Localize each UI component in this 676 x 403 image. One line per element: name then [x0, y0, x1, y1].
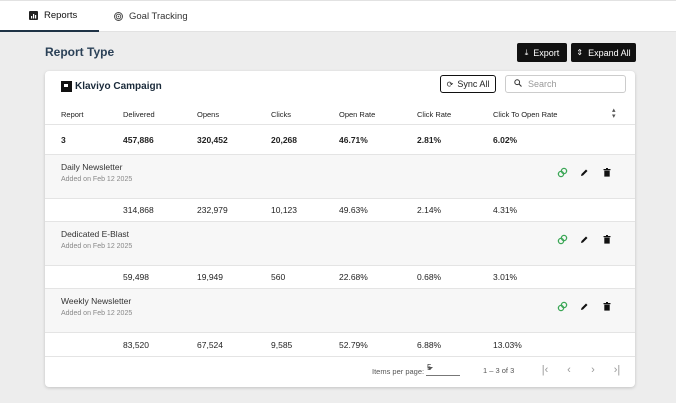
- tab-bar: Reports Goal Tracking: [0, 0, 676, 32]
- tab-reports[interactable]: Reports: [0, 1, 99, 32]
- report-card: Klaviyo Campaign ⟳ Sync All Report Deliv…: [45, 71, 635, 387]
- campaign-opens: 19,949: [197, 272, 223, 282]
- target-icon: [114, 12, 123, 21]
- campaign-delivered: 83,520: [123, 339, 149, 350]
- col-header-clicks: Clicks: [271, 110, 291, 119]
- totals-row: 3 457,886 320,452 20,268 46.71% 2.81% 6.…: [45, 125, 635, 155]
- items-per-page-select[interactable]: 5: [426, 362, 460, 376]
- tab-goal-tracking[interactable]: Goal Tracking: [114, 1, 210, 32]
- total-open-rate: 46.71%: [339, 134, 368, 145]
- tab-goal-tracking-label: Goal Tracking: [129, 11, 188, 22]
- page-range: 1 – 3 of 3: [483, 366, 515, 375]
- campaign-open-rate: 49.63%: [339, 205, 368, 215]
- delete-icon[interactable]: [601, 300, 613, 312]
- total-opens: 320,452: [197, 134, 228, 145]
- campaign-stats-row: 83,520 67,524 9,585 52.79% 6.88% 13.03%: [45, 333, 635, 357]
- edit-icon[interactable]: [578, 166, 590, 178]
- delete-icon[interactable]: [601, 233, 613, 245]
- total-report-count: 3: [61, 134, 66, 145]
- card-title: Klaviyo Campaign: [61, 81, 162, 92]
- campaign-stats-row: 314,868 232,979 10,123 49.63% 2.14% 4.31…: [45, 199, 635, 222]
- last-page-icon[interactable]: ›|: [613, 364, 621, 376]
- campaign-name: Weekly Newsletter: [61, 296, 132, 306]
- export-label: Export: [533, 47, 560, 58]
- goal-link-icon[interactable]: [556, 166, 568, 178]
- campaign-added-date: Added on Feb 12 2025: [61, 310, 133, 317]
- next-page-icon[interactable]: ›: [591, 364, 595, 376]
- campaign-click-rate: 0.68%: [417, 272, 442, 282]
- campaign-clicks: 9,585: [271, 339, 293, 350]
- campaign-opens: 232,979: [197, 205, 228, 215]
- campaign-name: Dedicated E-Blast: [61, 229, 130, 239]
- expand-all-button[interactable]: ⇕ Expand All: [571, 43, 636, 62]
- col-header-open-rate: Open Rate: [339, 110, 376, 119]
- edit-icon[interactable]: [578, 233, 590, 245]
- search-box: [505, 75, 626, 93]
- sort-icon[interactable]: ▴ ▾: [612, 107, 616, 120]
- search-icon: [514, 79, 522, 89]
- klaviyo-logo-icon: [61, 81, 72, 92]
- expand-all-label: Expand All: [588, 47, 631, 58]
- search-input[interactable]: [528, 79, 618, 89]
- goal-link-icon[interactable]: [556, 233, 568, 245]
- campaign-added-date: Added on Feb 12 2025: [61, 176, 133, 183]
- expand-icon: ⇕: [576, 48, 584, 57]
- goal-link-icon[interactable]: [556, 300, 568, 312]
- campaign-delivered: 314,868: [123, 205, 154, 215]
- chevron-down-icon: [427, 367, 433, 370]
- card-title-text: Klaviyo Campaign: [75, 81, 162, 92]
- campaign-click-to-open-rate: 3.01%: [493, 272, 518, 282]
- campaign-stats-row: 59,498 19,949 560 22.68% 0.68% 3.01%: [45, 266, 635, 289]
- campaign-click-rate: 6.88%: [417, 339, 442, 350]
- campaign-click-to-open-rate: 13.03%: [493, 339, 522, 350]
- col-header-click-rate: Click Rate: [417, 110, 452, 119]
- sync-all-button[interactable]: ⟳ Sync All: [440, 75, 496, 93]
- total-clicks: 20,268: [271, 134, 297, 145]
- campaign-row: Weekly Newsletter Added on Feb 12 2025: [45, 289, 635, 333]
- col-header-report: Report: [61, 110, 84, 119]
- tab-reports-label: Reports: [44, 10, 78, 21]
- download-icon: ⤓: [524, 47, 529, 57]
- col-header-opens: Opens: [197, 110, 220, 119]
- page-title: Report Type: [45, 45, 115, 59]
- export-button[interactable]: ⤓ Export: [517, 43, 567, 62]
- total-delivered: 457,886: [123, 134, 154, 145]
- edit-icon[interactable]: [578, 300, 590, 312]
- campaign-added-date: Added on Feb 12 2025: [61, 243, 133, 250]
- sync-all-label: Sync All: [457, 79, 490, 89]
- items-per-page-label: Items per page:: [372, 367, 425, 376]
- campaign-click-to-open-rate: 4.31%: [493, 205, 518, 215]
- campaign-name: Daily Newsletter: [61, 162, 123, 172]
- campaign-open-rate: 22.68%: [339, 272, 368, 282]
- sync-icon: ⟳: [446, 79, 454, 89]
- first-page-icon[interactable]: |‹: [541, 364, 549, 376]
- pagination-bar: Items per page: 5 1 – 3 of 3 |‹ ‹ › ›|: [45, 357, 635, 387]
- col-header-delivered: Delivered: [123, 110, 155, 119]
- campaign-row: Daily Newsletter Added on Feb 12 2025: [45, 155, 635, 199]
- campaign-opens: 67,524: [197, 339, 223, 350]
- delete-icon[interactable]: [601, 166, 613, 178]
- previous-page-icon[interactable]: ‹: [567, 364, 571, 376]
- campaign-clicks: 10,123: [271, 205, 297, 215]
- campaign-row: Dedicated E-Blast Added on Feb 12 2025: [45, 222, 635, 266]
- campaign-delivered: 59,498: [123, 272, 149, 282]
- total-click-rate: 2.81%: [417, 134, 442, 145]
- campaign-open-rate: 52.79%: [339, 339, 368, 350]
- col-header-click-to-open-rate: Click To Open Rate: [493, 110, 558, 119]
- campaign-click-rate: 2.14%: [417, 205, 442, 215]
- total-click-to-open-rate: 6.02%: [493, 134, 518, 145]
- table-header: Report Delivered Opens Clicks Open Rate …: [45, 105, 635, 125]
- report-icon: [29, 11, 38, 20]
- campaign-clicks: 560: [271, 272, 286, 282]
